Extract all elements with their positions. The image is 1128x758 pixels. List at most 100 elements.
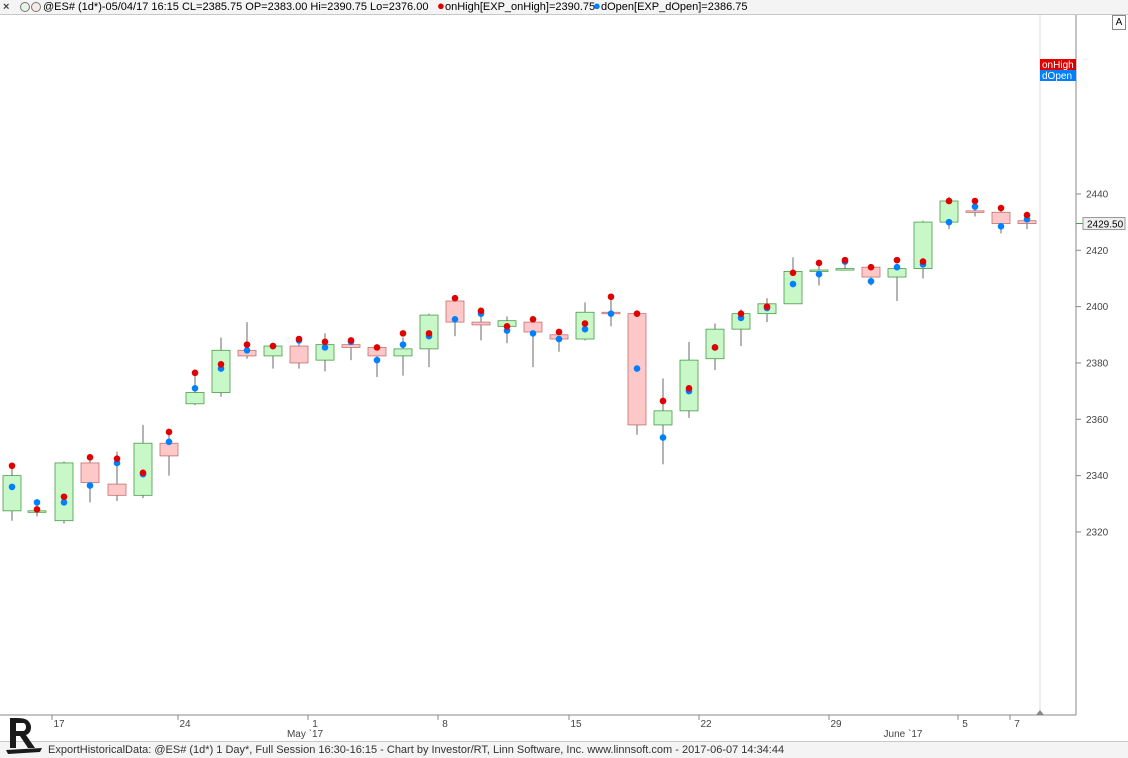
onhigh-point (555, 328, 563, 336)
onhigh-point (685, 385, 693, 392)
onhigh-point (165, 428, 173, 436)
dopen-point (789, 280, 797, 288)
axes: 2440 2420 2400 2380 2360 2340 2320 17 24 1 8 15 22 29… (0, 15, 1126, 740)
candle-body (107, 483, 127, 496)
candle-body (289, 345, 309, 364)
y-tick-label: 2440 (1086, 189, 1109, 200)
linn-logo-icon (6, 718, 42, 754)
onhigh-point (373, 344, 381, 351)
dopen-point (555, 335, 563, 343)
onhigh-point (503, 323, 511, 330)
onhigh-point (269, 342, 277, 350)
dopen-point (815, 270, 823, 278)
onhigh-point (581, 320, 589, 327)
onhigh-point (425, 330, 433, 337)
x-tick-label: 8 (442, 719, 448, 730)
onhigh-point (841, 256, 849, 264)
status-footer: ExportHistoricalData: @ES# (1d*) 1 Day*,… (0, 741, 1128, 758)
y-tick-label: 2320 (1086, 527, 1109, 538)
onhigh-point (295, 335, 303, 343)
plot-area (2, 15, 1041, 715)
candle-body (913, 221, 933, 269)
last-price-label: 2429.50 (1087, 220, 1124, 231)
x-tick-label: 5 (962, 719, 968, 730)
symbol-info: @ES# (1d*)-05/04/17 16:15 CL=2385.75 OP=… (43, 1, 429, 13)
onhigh-point (711, 344, 719, 351)
x-tick-label: 17 (53, 719, 65, 730)
dopen-point (945, 218, 953, 226)
candle-body (185, 392, 205, 405)
dopen-point (399, 341, 407, 348)
dopen-point (8, 483, 16, 491)
chart-title-bar: × @ES# (1d*)-05/04/17 16:15 CL=2385.75 O… (0, 0, 1128, 15)
x-tick-label: 29 (830, 719, 842, 730)
dopen-point (60, 499, 68, 506)
onhigh-point (217, 361, 225, 368)
footer-text: ExportHistoricalData: @ES# (1d*) 1 Day*,… (48, 744, 785, 756)
dopen-point (581, 325, 589, 333)
onhigh-point (763, 303, 771, 310)
candle-body (783, 271, 803, 305)
y-tick-label: 2420 (1086, 246, 1109, 257)
onhigh-legend-label: onHigh[EXP_onHigh]=2390.75 (445, 1, 596, 13)
close-icon[interactable]: × (3, 1, 10, 13)
dopen-point (321, 344, 329, 351)
onhigh-point (867, 263, 875, 271)
onhigh-point (191, 369, 199, 377)
dopen-tag-bg (1040, 70, 1076, 81)
dopen-point (607, 310, 615, 317)
month-label: May `17 (287, 728, 324, 740)
onhigh-point (997, 204, 1005, 212)
onhigh-point (399, 330, 407, 337)
dopen-point (997, 223, 1005, 230)
onhigh-point (321, 338, 329, 346)
x-tick-label: 1 (312, 719, 318, 730)
onhigh-point (737, 310, 745, 317)
dopen-point (373, 356, 381, 364)
onhigh-point (113, 455, 121, 463)
dopen-point (659, 434, 667, 441)
onhigh-point (477, 307, 485, 315)
dopen-point (633, 365, 641, 372)
onhigh-point (919, 258, 927, 265)
onhigh-point (529, 315, 537, 323)
candle-body (653, 410, 673, 426)
month-label: June `17 (884, 728, 923, 740)
onhigh-point (8, 462, 16, 470)
dopen-dot-icon: ● (593, 0, 601, 13)
dopen-point (33, 499, 41, 506)
onhigh-point (243, 341, 251, 348)
candle-body (835, 268, 855, 271)
onhigh-dot-icon: ● (437, 0, 445, 13)
dopen-point (529, 330, 537, 337)
x-tick-label: 15 (570, 719, 582, 730)
x-tick-label: 7 (1014, 719, 1020, 730)
dopen-point (867, 277, 875, 285)
window-button-icon[interactable] (31, 2, 41, 12)
candle-body (133, 442, 153, 496)
onhigh-point (971, 197, 979, 205)
dopen-tag-text: dOpen (1042, 71, 1072, 82)
candle-body (965, 210, 985, 213)
onhigh-point (139, 469, 147, 477)
onhigh-legend-tag: onHigh (1040, 59, 1076, 71)
autoscale-button[interactable]: A (1112, 15, 1126, 30)
onhigh-tag-bg (1040, 59, 1076, 70)
onhigh-point (347, 337, 355, 344)
onhigh-point (659, 397, 667, 405)
dopen-point (86, 482, 94, 489)
onhigh-point (1023, 211, 1031, 219)
dopen-point (971, 203, 979, 210)
price-chart[interactable]: 2440 2420 2400 2380 2360 2340 2320 17 24 1 8 15 22 29… (0, 15, 1128, 741)
candle-body (2, 475, 22, 512)
onhigh-point (33, 506, 41, 513)
window-button-icon[interactable] (20, 2, 30, 12)
dopen-point (893, 263, 901, 271)
y-tick-label: 2340 (1086, 471, 1109, 482)
candle-body (991, 211, 1011, 224)
y-tick-label: 2360 (1086, 415, 1109, 426)
onhigh-point (789, 269, 797, 277)
candle-body (471, 321, 491, 326)
dopen-legend-label: dOpen[EXP_dOpen]=2386.75 (601, 1, 748, 13)
dopen-point (165, 438, 173, 446)
